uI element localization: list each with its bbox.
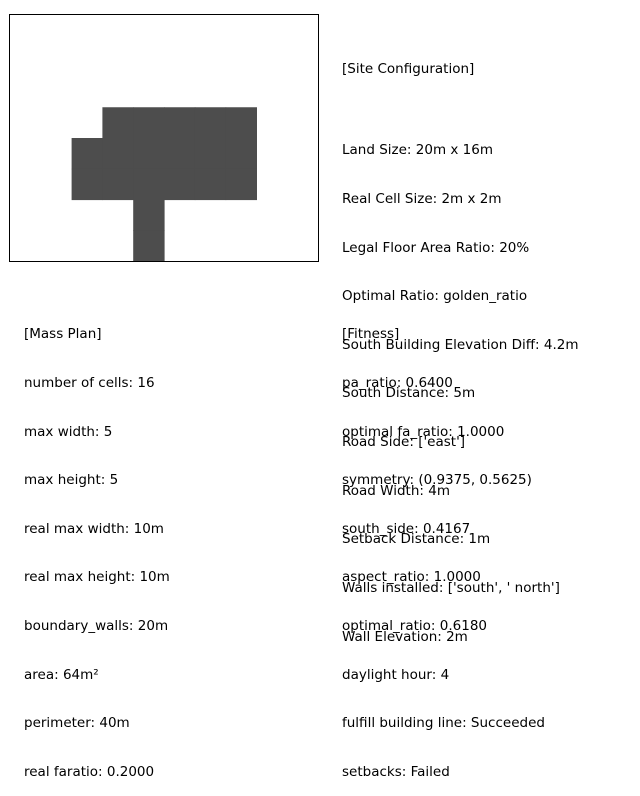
fitness-title: [Fitness]: [342, 326, 400, 343]
mass-plan-title: [Mass Plan]: [24, 326, 102, 343]
mass-cell: [133, 230, 165, 261]
mass-plan-perimeter: perimeter: 40m: [24, 715, 130, 732]
fitness-daylight-hour: daylight hour: 4: [342, 666, 450, 683]
mass-cell: [133, 199, 165, 231]
mass-cell: [102, 168, 134, 201]
mass-cell: [164, 138, 196, 170]
mass-cell: [225, 107, 257, 139]
mass-cell: [225, 138, 257, 170]
fitness-symmetry: symmetry: (0.9375, 0.5625): [342, 472, 532, 489]
site-config-real-cell-size: Real Cell Size: 2m x 2m: [342, 191, 502, 208]
site-config-south-distance: South Distance: 5m: [342, 385, 476, 402]
mass-plan-panel: [Mass Plan] number of cells: 16 max widt…: [24, 294, 170, 796]
fitness-setbacks: setbacks: Failed: [342, 763, 450, 780]
mass-cell: [133, 168, 165, 201]
mass-cell: [164, 168, 196, 201]
site-config-south-building-elevation-diff: South Building Elevation Diff: 4.2m: [342, 336, 579, 353]
fitness-optimal-ratio: optimal_ratio: 0.6180: [342, 618, 487, 635]
site-config-legal-floor-area-ratio: Legal Floor Area Ratio: 20%: [342, 239, 530, 256]
mass-plan-max-height: max height: 5: [24, 472, 119, 489]
fitness-panel: [Fitness] pa_ratio: 0.6400 optimal fa_ra…: [342, 294, 545, 796]
mass-cell: [102, 138, 134, 170]
mass-cell: [194, 107, 227, 139]
mass-plan-real-max-width: real max width: 10m: [24, 520, 164, 537]
fitness-south-side: south_side: 0.4167: [342, 520, 471, 537]
mass-plan-max-width: max width: 5: [24, 423, 113, 440]
mass-plan-real-faratio: real faratio: 0.2000: [24, 763, 155, 780]
mass-cell: [71, 138, 103, 170]
fitness-optimal-fa-ratio: optimal fa_ratio: 1.0000: [342, 423, 505, 440]
site-mass-plot-canvas: [71, 107, 257, 261]
mass-plan-boundary-walls: boundary_walls: 20m: [24, 618, 169, 635]
mass-plan-number-of-cells: number of cells: 16: [24, 375, 155, 392]
mass-plan-area: area: 64m²: [24, 666, 99, 683]
mass-plan-real-max-height: real max height: 10m: [24, 569, 170, 586]
mass-cell: [225, 168, 257, 201]
site-mass-plot: [9, 14, 319, 262]
mass-cell: [71, 168, 103, 201]
site-config-optimal-ratio: Optimal Ratio: golden_ratio: [342, 288, 528, 305]
mass-cell: [133, 107, 165, 139]
mass-cell: [194, 138, 227, 170]
site-config-road-side: Road Side: ['east']: [342, 434, 466, 451]
site-config-land-size: Land Size: 20m x 16m: [342, 142, 493, 159]
mass-cell: [133, 138, 165, 170]
fitness-fulfill-building-line: fulfill building line: Succeeded: [342, 715, 545, 732]
site-configuration-title: [Site Configuration]: [342, 61, 475, 78]
fitness-aspect-ratio: aspect_ratio: 1.0000: [342, 569, 481, 586]
mass-cell: [164, 107, 196, 139]
mass-cell: [194, 168, 227, 201]
mass-cell: [102, 107, 134, 139]
fitness-pa-ratio: pa_ratio: 0.6400: [342, 375, 453, 392]
